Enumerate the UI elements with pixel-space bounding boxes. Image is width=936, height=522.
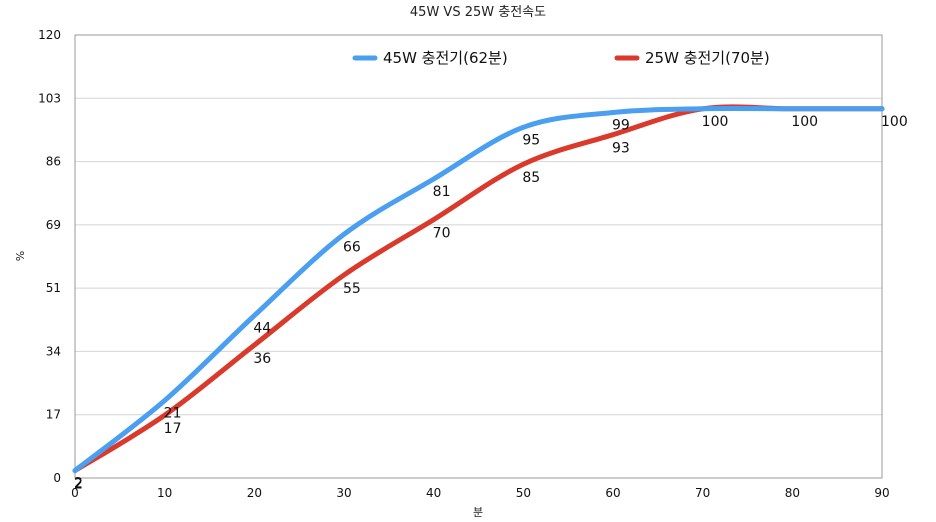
data-label-45w: 100 bbox=[702, 114, 729, 130]
series-lines bbox=[72, 104, 885, 474]
chart-title: 45W VS 25W 충전속도 bbox=[410, 5, 546, 20]
plot-area bbox=[74, 34, 883, 479]
y-tick-label: 0 bbox=[53, 471, 61, 485]
series-line-45w bbox=[72, 106, 885, 474]
data-label-25w: 17 bbox=[164, 421, 182, 437]
y-tick-label: 51 bbox=[46, 281, 61, 295]
x-tick-label: 0 bbox=[71, 486, 79, 500]
data-label-45w: 95 bbox=[522, 132, 540, 148]
y-tick-label: 86 bbox=[46, 155, 61, 169]
x-axis-ticks: 0 10 20 30 40 50 60 70 80 90 bbox=[71, 486, 889, 500]
data-label-45w: 81 bbox=[433, 184, 451, 200]
x-tick-label: 30 bbox=[336, 486, 351, 500]
data-label-45w: 2 bbox=[74, 476, 83, 492]
x-tick-label: 20 bbox=[247, 486, 262, 500]
x-tick-label: 50 bbox=[516, 486, 531, 500]
legend: 45W 충전기(62분) 25W 충전기(70분) bbox=[352, 49, 770, 67]
data-label-25w: 36 bbox=[253, 351, 271, 367]
legend-label: 45W 충전기(62분) bbox=[383, 49, 508, 67]
y-tick-label: 34 bbox=[46, 344, 61, 358]
y-tick-label: 120 bbox=[38, 28, 61, 42]
legend-label: 25W 충전기(70분) bbox=[645, 49, 770, 67]
data-label-45w: 99 bbox=[612, 118, 630, 134]
y-tick-label: 69 bbox=[46, 218, 61, 232]
x-tick-label: 10 bbox=[157, 486, 172, 500]
data-label-25w: 2 bbox=[74, 477, 83, 493]
y-axis-ticks: 0 17 34 51 69 86 103 120 bbox=[38, 28, 61, 485]
data-label-45w: 21 bbox=[164, 405, 182, 421]
gridlines bbox=[75, 34, 882, 479]
x-tick-label: 80 bbox=[785, 486, 800, 500]
data-label-45w: 100 bbox=[881, 114, 908, 130]
data-label-25w: 85 bbox=[522, 170, 540, 186]
data-label-45w: 100 bbox=[791, 114, 818, 130]
x-tick-label: 70 bbox=[695, 486, 710, 500]
y-axis-label: % bbox=[14, 251, 27, 261]
data-label-45w: 66 bbox=[343, 239, 361, 255]
data-label-45w: 44 bbox=[253, 321, 271, 337]
y-tick-label: 17 bbox=[46, 408, 61, 422]
y-tick-label: 103 bbox=[38, 91, 61, 105]
data-label-25w: 70 bbox=[433, 226, 451, 242]
data-label-25w: 55 bbox=[343, 281, 361, 297]
x-tick-label: 90 bbox=[874, 486, 889, 500]
x-axis-label: 분 bbox=[473, 506, 483, 519]
data-label-25w: 93 bbox=[612, 141, 630, 157]
x-tick-label: 60 bbox=[605, 486, 620, 500]
x-tick-label: 40 bbox=[426, 486, 441, 500]
